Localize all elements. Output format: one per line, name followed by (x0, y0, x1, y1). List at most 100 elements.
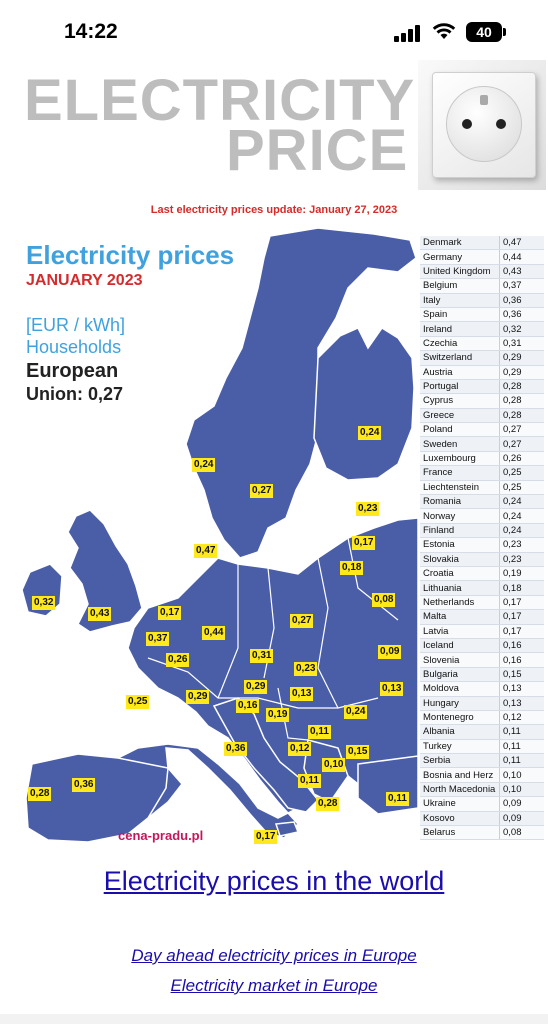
map-month: JANUARY 2023 (26, 272, 143, 289)
country-cell: Malta (420, 609, 500, 625)
price-cell: 0,37 (499, 278, 544, 294)
map-price-label: 0,23 (294, 662, 318, 676)
table-row: United Kingdom 0,43 (420, 264, 544, 280)
country-cell: Estonia (420, 537, 500, 553)
price-cell: 0,09 (499, 811, 544, 827)
table-row: Czechia 0,31 (420, 336, 544, 352)
table-row: Bulgaria 0,15 (420, 667, 544, 683)
table-row: Romania 0,24 (420, 494, 544, 510)
price-cell: 0,18 (499, 580, 544, 596)
map-price-label: 0,27 (290, 614, 314, 628)
country-cell: North Macedonia (420, 782, 500, 798)
table-row: Norway 0,24 (420, 508, 544, 524)
price-cell: 0,08 (499, 825, 544, 841)
map-price-label: 0,31 (250, 649, 274, 663)
price-cell: 0,25 (499, 465, 544, 481)
update-note: Last electricity prices update: January … (150, 204, 398, 216)
country-cell: Montenegro (420, 710, 500, 726)
map-price-label: 0,36 (72, 778, 96, 792)
table-row: Luxembourg 0,26 (420, 451, 544, 467)
battery-icon: 40 (466, 22, 502, 42)
map-unit: [EUR / kWh] Households (26, 314, 125, 358)
country-cell: Ireland (420, 321, 500, 337)
map-price-label: 0,25 (126, 695, 150, 709)
price-cell: 0,28 (499, 379, 544, 395)
page-title-line1: ELECTRICITY (24, 68, 416, 133)
map-price-label: 0,29 (186, 690, 210, 704)
table-row: North Macedonia 0,10 (420, 782, 544, 798)
table-row: Greece 0,28 (420, 408, 544, 424)
price-cell: 0,19 (499, 566, 544, 582)
table-row: Denmark 0,47 (420, 236, 544, 251)
map-price-label: 0,09 (378, 645, 402, 659)
country-cell: Denmark (420, 236, 500, 251)
status-time: 14:22 (64, 20, 118, 43)
wifi-icon (432, 23, 456, 39)
country-cell: Cyprus (420, 393, 500, 409)
eu-average-label: European (26, 360, 119, 382)
map-price-label: 0,17 (254, 830, 278, 844)
country-cell: Moldova (420, 681, 500, 697)
map-price-label: 0,11 (308, 725, 331, 739)
price-cell: 0,44 (499, 249, 544, 265)
country-cell: Belarus (420, 825, 500, 841)
country-cell: Portugal (420, 379, 500, 395)
bottom-toolbar-edge (0, 1014, 548, 1024)
country-cell: Albania (420, 724, 500, 740)
table-row: Portugal 0,28 (420, 379, 544, 395)
map-price-label: 0,08 (372, 593, 396, 607)
map-price-label: 0,17 (158, 606, 182, 620)
map-price-label: 0,18 (340, 561, 364, 575)
price-cell: 0,29 (499, 365, 544, 380)
map-price-label: 0,44 (202, 626, 226, 640)
map-price-label: 0,11 (298, 774, 321, 788)
table-row: Ireland 0,32 (420, 321, 544, 337)
table-row: Slovakia 0,23 (420, 552, 544, 567)
table-row: Latvia 0,17 (420, 624, 544, 639)
map-price-label: 0,36 (224, 742, 248, 756)
electricity-market-link[interactable]: Electricity market in Europe (170, 976, 378, 995)
table-row: Montenegro 0,12 (420, 710, 544, 726)
map-price-label: 0,24 (192, 458, 216, 472)
table-row: Cyprus 0,28 (420, 393, 544, 409)
table-row: Estonia 0,23 (420, 537, 544, 553)
country-cell: Austria (420, 365, 500, 380)
page-title-line2: PRICE (226, 118, 409, 183)
country-cell: Norway (420, 508, 500, 524)
price-cell: 0,24 (499, 508, 544, 524)
map-price-label: 0,27 (250, 484, 274, 498)
world-prices-link[interactable]: Electricity prices in the world (103, 866, 445, 896)
price-cell: 0,47 (499, 236, 544, 251)
country-cell: Latvia (420, 624, 500, 639)
country-cell: Luxembourg (420, 451, 500, 467)
map-title: Electricity prices (26, 240, 235, 270)
table-row: Iceland 0,16 (420, 638, 544, 654)
map-price-label: 0,28 (316, 797, 340, 811)
price-cell: 0,24 (499, 523, 544, 539)
price-cell: 0,10 (499, 782, 544, 798)
country-cell: Slovakia (420, 552, 500, 567)
table-row: Albania 0,11 (420, 724, 544, 740)
map-unit-line1: [EUR / kWh] (26, 315, 126, 335)
table-row: Poland 0,27 (420, 422, 544, 438)
table-row: Switzerland 0,29 (420, 350, 544, 366)
price-table: Denmark 0,47 Germany 0,44 United Kingdom 0,43… (420, 236, 544, 841)
eu-average-value: Union: 0,27 (26, 384, 124, 404)
price-cell: 0,12 (499, 710, 544, 726)
price-cell: 0,17 (499, 624, 544, 639)
table-row: Finland 0,24 (420, 523, 544, 539)
price-cell: 0,24 (499, 494, 544, 510)
table-row: Belgium 0,37 (420, 278, 544, 294)
country-cell: France (420, 465, 500, 481)
country-cell: Switzerland (420, 350, 500, 366)
map-price-label: 0,29 (244, 680, 268, 694)
table-row: Turkey 0,11 (420, 739, 544, 755)
price-cell: 0,26 (499, 451, 544, 467)
map-price-label: 0,19 (266, 708, 290, 722)
country-cell: Slovenia (420, 652, 500, 668)
day-ahead-prices-link[interactable]: Day ahead electricity prices in Europe (131, 946, 417, 965)
map-price-label: 0,11 (386, 792, 409, 806)
country-cell: Poland (420, 422, 500, 438)
map-price-label: 0,13 (380, 682, 404, 696)
table-row: Serbia 0,11 (420, 753, 544, 769)
